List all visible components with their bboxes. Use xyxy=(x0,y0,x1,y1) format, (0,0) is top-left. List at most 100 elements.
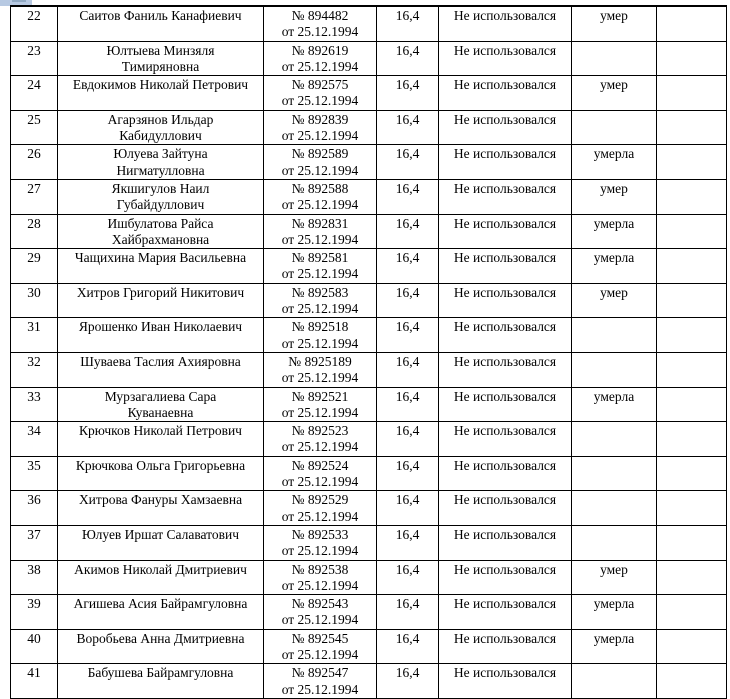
cell-row-number: 33 xyxy=(10,386,58,423)
cell-person-name: Ишбулатова Райса Хайбрахмановна xyxy=(57,213,264,250)
cell-row-number: 22 xyxy=(10,5,58,42)
cell-extra xyxy=(656,178,727,215)
cell-value: 16,4 xyxy=(376,524,439,561)
cell-status: Не использовался xyxy=(438,317,572,353)
cell-extra xyxy=(656,144,727,180)
cell-row-number: 38 xyxy=(10,559,58,596)
cell-row-number: 28 xyxy=(10,213,58,250)
cell-death-note xyxy=(571,40,657,77)
cell-row-number: 29 xyxy=(10,248,58,284)
cell-death-note: умерла xyxy=(571,628,657,665)
cell-row-number: 31 xyxy=(10,317,58,353)
cell-certificate: № 892583 от 25.12.1994 xyxy=(263,282,377,319)
cell-row-number: 25 xyxy=(10,109,58,146)
cell-certificate: № 892575 от 25.12.1994 xyxy=(263,75,377,111)
cell-certificate: № 8925189 от 25.12.1994 xyxy=(263,351,377,388)
cell-death-note xyxy=(571,524,657,561)
cell-person-name: Мурзагалиева Сара Куванаевна xyxy=(57,386,264,423)
cell-death-note: умер xyxy=(571,282,657,319)
table-row: 36 Хитрова Фануры Хамзаевна № 892529 от … xyxy=(10,490,727,526)
table-row: 27 Якшигулов Наил Губайдуллович № 892588… xyxy=(10,178,727,215)
table-row: 41 Бабушева Байрамгуловна № 892547 от 25… xyxy=(10,663,727,699)
cell-person-name: Саитов Фаниль Канафиевич xyxy=(57,5,264,42)
cell-value: 16,4 xyxy=(376,40,439,77)
cell-extra xyxy=(656,559,727,596)
records-table: 22 Саитов Фаниль Канафиевич № 894482 от … xyxy=(10,5,727,699)
cell-certificate: № 892543 от 25.12.1994 xyxy=(263,594,377,630)
cell-row-number: 24 xyxy=(10,75,58,111)
cell-row-number: 40 xyxy=(10,628,58,665)
records-table-body: 22 Саитов Фаниль Канафиевич № 894482 от … xyxy=(10,5,727,699)
cell-certificate: № 892839 от 25.12.1994 xyxy=(263,109,377,146)
table-row: 38 Акимов Николай Дмитриевич № 892538 от… xyxy=(10,559,727,596)
cell-extra xyxy=(656,5,727,42)
cell-value: 16,4 xyxy=(376,455,439,492)
cell-extra xyxy=(656,455,727,492)
cell-extra xyxy=(656,109,727,146)
cell-status: Не использовался xyxy=(438,421,572,457)
cell-extra xyxy=(656,213,727,250)
cell-certificate: № 892538 от 25.12.1994 xyxy=(263,559,377,596)
cell-death-note: умерла xyxy=(571,594,657,630)
cell-value: 16,4 xyxy=(376,663,439,699)
cell-certificate: № 894482 от 25.12.1994 xyxy=(263,5,377,42)
cell-person-name: Якшигулов Наил Губайдуллович xyxy=(57,178,264,215)
cell-extra xyxy=(656,282,727,319)
cell-value: 16,4 xyxy=(376,421,439,457)
cell-person-name: Юлтыева Минзяля Тимиряновна xyxy=(57,40,264,77)
cell-status: Не использовался xyxy=(438,178,572,215)
table-row: 25 Агарзянов Ильдар Кабидуллович № 89283… xyxy=(10,109,727,146)
cell-extra xyxy=(656,317,727,353)
cell-extra xyxy=(656,351,727,388)
cell-extra xyxy=(656,594,727,630)
cell-status: Не использовался xyxy=(438,524,572,561)
cell-death-note xyxy=(571,109,657,146)
cell-status: Не использовался xyxy=(438,109,572,146)
cell-certificate: № 892518 от 25.12.1994 xyxy=(263,317,377,353)
cell-status: Не использовался xyxy=(438,455,572,492)
table-row: 31 Ярошенко Иван Николаевич № 892518 от … xyxy=(10,317,727,353)
cell-certificate: № 892581 от 25.12.1994 xyxy=(263,248,377,284)
table-row: 35 Крючкова Ольга Григорьевна № 892524 о… xyxy=(10,455,727,492)
cell-person-name: Воробьева Анна Дмитриевна xyxy=(57,628,264,665)
cell-row-number: 41 xyxy=(10,663,58,699)
cell-row-number: 36 xyxy=(10,490,58,526)
document-table-area: 22 Саитов Фаниль Канафиевич № 894482 от … xyxy=(10,5,727,699)
cell-death-note: умер xyxy=(571,5,657,42)
cell-extra xyxy=(656,386,727,423)
cell-certificate: № 892547 от 25.12.1994 xyxy=(263,663,377,699)
cell-extra xyxy=(656,248,727,284)
cell-status: Не использовался xyxy=(438,594,572,630)
cell-value: 16,4 xyxy=(376,351,439,388)
cell-death-note: умерла xyxy=(571,248,657,284)
cell-extra xyxy=(656,40,727,77)
table-row: 22 Саитов Фаниль Канафиевич № 894482 от … xyxy=(10,5,727,42)
table-row: 30 Хитров Григорий Никитович № 892583 от… xyxy=(10,282,727,319)
cell-death-note xyxy=(571,421,657,457)
cell-status: Не использовался xyxy=(438,490,572,526)
cell-person-name: Юлуев Иршат Салаватович xyxy=(57,524,264,561)
cell-row-number: 27 xyxy=(10,178,58,215)
table-row: 33 Мурзагалиева Сара Куванаевна № 892521… xyxy=(10,386,727,423)
table-row: 34 Крючков Николай Петрович № 892523 от … xyxy=(10,421,727,457)
cell-person-name: Ярошенко Иван Николаевич xyxy=(57,317,264,353)
table-row: 26 Юлуева Зайтуна Нигматулловна № 892589… xyxy=(10,144,727,180)
cell-value: 16,4 xyxy=(376,386,439,423)
cell-row-number: 23 xyxy=(10,40,58,77)
cell-death-note xyxy=(571,663,657,699)
table-row: 23 Юлтыева Минзяля Тимиряновна № 892619 … xyxy=(10,40,727,77)
cell-value: 16,4 xyxy=(376,178,439,215)
cell-value: 16,4 xyxy=(376,109,439,146)
cell-status: Не использовался xyxy=(438,248,572,284)
cell-status: Не использовался xyxy=(438,213,572,250)
cell-person-name: Агишева Асия Байрамгуловна xyxy=(57,594,264,630)
table-row: 24 Евдокимов Николай Петрович № 892575 о… xyxy=(10,75,727,111)
cell-person-name: Крючков Николай Петрович xyxy=(57,421,264,457)
cell-extra xyxy=(656,663,727,699)
cell-death-note: умерла xyxy=(571,386,657,423)
cell-status: Не использовался xyxy=(438,628,572,665)
cell-row-number: 32 xyxy=(10,351,58,388)
cell-status: Не использовался xyxy=(438,5,572,42)
table-row: 29 Чащихина Мария Васильевна № 892581 от… xyxy=(10,248,727,284)
